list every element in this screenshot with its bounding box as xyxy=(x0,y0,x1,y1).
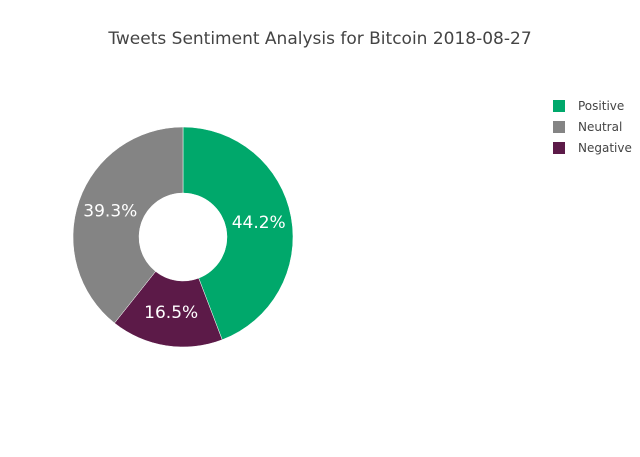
slice-label-neutral: 39.3% xyxy=(83,202,137,222)
slice-label-negative: 16.5% xyxy=(144,303,198,323)
legend-item-neutral[interactable]: Neutral xyxy=(553,116,632,137)
chart-title: Tweets Sentiment Analysis for Bitcoin 20… xyxy=(108,29,532,49)
legend-item-negative[interactable]: Negative xyxy=(553,137,632,158)
legend-item-positive[interactable]: Positive xyxy=(553,95,632,116)
legend-label: Negative xyxy=(578,140,632,155)
slice-positive xyxy=(182,126,294,341)
legend-swatch xyxy=(553,141,565,154)
slice-neutral xyxy=(72,126,184,324)
legend-swatch xyxy=(553,120,565,133)
slice-negative xyxy=(114,271,223,348)
legend-swatch xyxy=(553,99,565,112)
donut-slices xyxy=(72,126,294,348)
legend-label: Neutral xyxy=(578,119,623,134)
donut-labels: 44.2% 16.5% 39.3% xyxy=(83,202,285,323)
legend-label: Positive xyxy=(578,98,625,113)
slice-label-positive: 44.2% xyxy=(232,213,286,233)
legend: Positive Neutral Negative xyxy=(553,95,632,158)
